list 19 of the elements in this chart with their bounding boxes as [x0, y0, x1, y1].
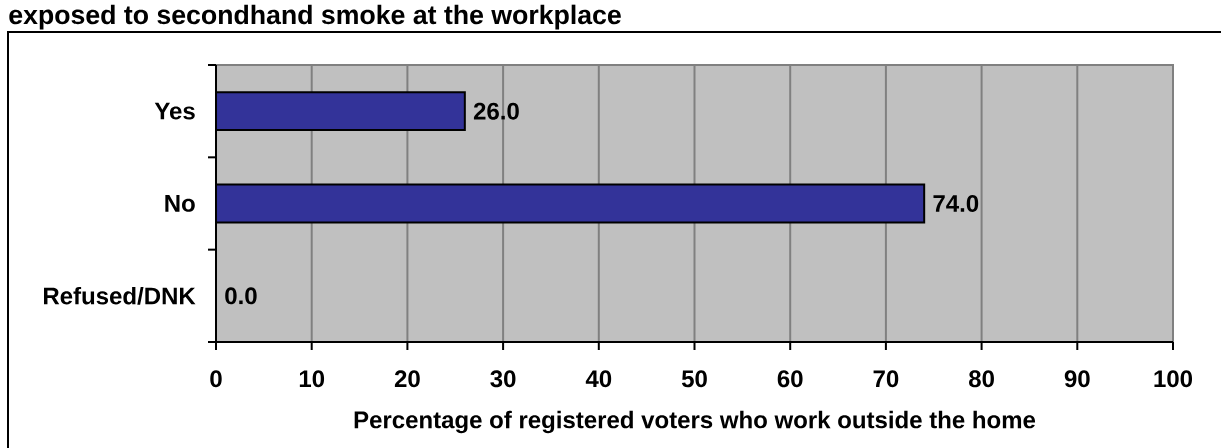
x-tick-label: 60: [777, 370, 803, 388]
x-tick-label: 80: [969, 370, 994, 388]
y-tick-label: Refused/DNK: [44, 286, 196, 305]
y-tick-label: No: [165, 195, 195, 212]
x-tick-label: 100: [1154, 370, 1193, 388]
y-tick-label: Yes: [154, 102, 195, 120]
x-tick-label: 40: [585, 370, 612, 388]
x-tick-label: 30: [490, 370, 516, 388]
x-tick-label: 90: [1064, 370, 1090, 388]
x-tick-label: 20: [394, 370, 420, 388]
chart-title: exposed to secondhand smoke at the workplace: [9, 4, 621, 30]
data-label: 0.0: [225, 287, 257, 305]
x-tick-label: 70: [873, 370, 899, 388]
x-tick-label: 10: [299, 370, 325, 388]
data-label: 74.0: [933, 194, 979, 212]
x-tick-label: 50: [681, 370, 707, 388]
x-tick-label: 0: [210, 370, 222, 388]
x-axis-title: Percentage of registered voters who work outside the home: [354, 410, 1036, 434]
data-label: 26.0: [473, 102, 519, 120]
